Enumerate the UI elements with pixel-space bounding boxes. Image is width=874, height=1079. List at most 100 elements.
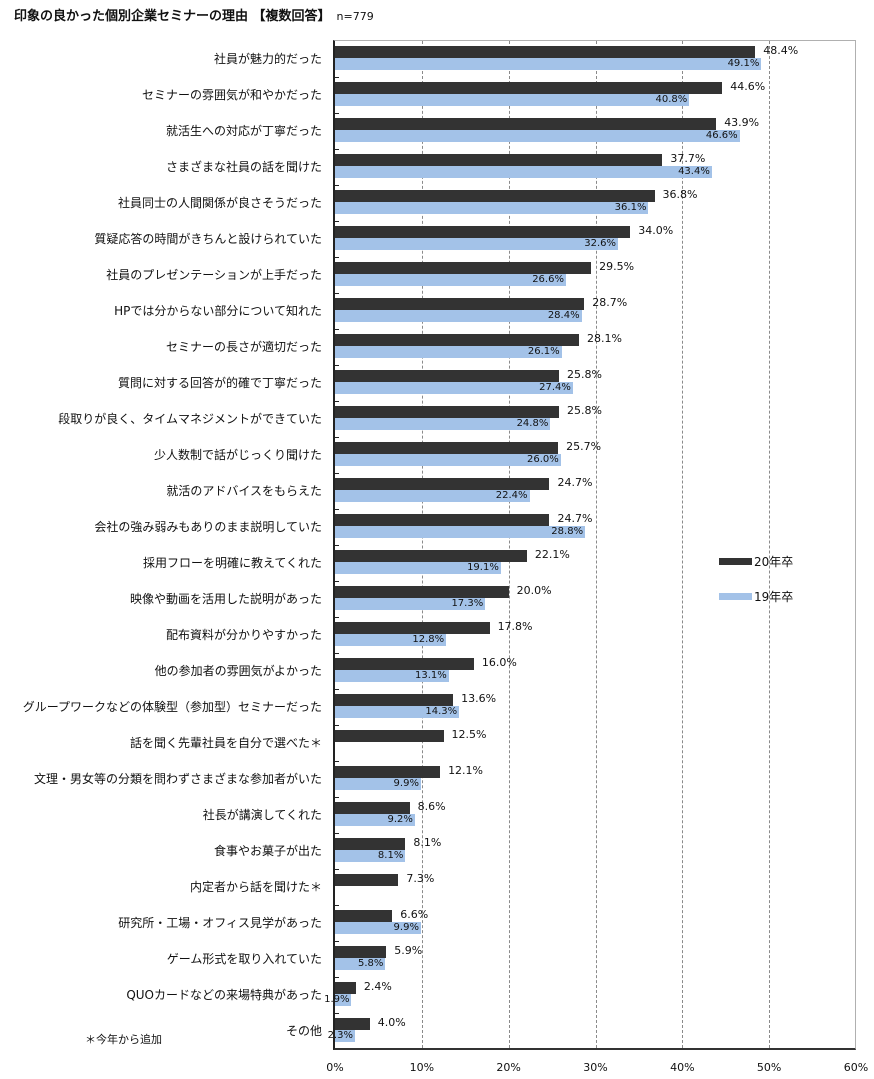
y-tick [335, 869, 339, 870]
category-label: ゲーム形式を取り入れていた [166, 952, 322, 966]
bar-group: 24.7% 22.4% [335, 473, 855, 509]
value-label-19: 26.6% [532, 274, 564, 285]
bar-group: 8.6% 9.2% [335, 797, 855, 833]
value-label-19: 17.3% [451, 598, 484, 609]
bar-20 [335, 226, 631, 238]
bar-group: 37.7% 43.4% [335, 149, 855, 185]
bar-20 [335, 46, 756, 58]
bar-20 [335, 1018, 370, 1030]
value-label-19: 12.8% [412, 634, 445, 645]
bar-19 [335, 706, 460, 718]
gridline [769, 41, 771, 1048]
bar-20 [335, 694, 454, 706]
value-label-20: 24.7% [557, 512, 593, 525]
bar-19 [335, 166, 712, 178]
category-label: 他の参加者の雰囲気がよかった [154, 664, 322, 678]
y-tick [335, 221, 339, 222]
bar-group: 12.5% [335, 725, 855, 761]
legend-item-20: 20年卒 [719, 544, 793, 579]
bar-20 [335, 406, 560, 418]
bar-19 [335, 454, 561, 466]
category-label: さまざまな社員の話を聞けた [165, 160, 322, 174]
value-label-19: 27.4% [539, 382, 571, 393]
gridline [595, 41, 597, 1048]
category-label: HPでは分からない部分について知れた [114, 304, 322, 318]
value-label-19: 32.6% [584, 238, 617, 249]
bar-group: 25.8% 27.4% [335, 365, 855, 401]
category-label: 少人数制で話がじっくり聞けた [153, 448, 322, 462]
bar-group: 48.4% 49.1% [335, 41, 855, 77]
bar-20 [335, 838, 406, 850]
chart-title: 印象の良かった個別企業セミナーの理由 【複数回答】 n=779 [14, 5, 374, 24]
legend: 20年卒 19年卒 [719, 544, 793, 614]
bar-20 [335, 442, 559, 454]
value-label-19: 36.1% [614, 202, 647, 213]
value-label-20: 20.0% [516, 584, 552, 597]
category-label: 食事やお菓子が出た [213, 844, 322, 858]
bar-group: 5.9% 5.8% [335, 941, 855, 977]
category-label: 社長が講演してくれた [202, 808, 322, 822]
value-label-20: 29.5% [599, 260, 635, 273]
category-label: 配布資料が分かりやすかった [165, 628, 322, 642]
bar-19 [335, 418, 551, 430]
footnote: ＊今年から追加 [85, 1033, 162, 1046]
category-label: 質疑応答の時間がきちんと設けられていた [94, 232, 322, 246]
bar-19 [335, 850, 406, 862]
bar-20 [335, 946, 387, 958]
y-tick [335, 437, 339, 438]
bar-group: 29.5% 26.6% [335, 257, 855, 293]
value-label-20: 28.1% [587, 332, 622, 345]
y-tick [335, 1013, 339, 1014]
bar-group: 22.1% 19.1% [335, 545, 855, 581]
value-label-19: 9.9% [393, 922, 419, 933]
category-label: 就活のアドバイスをもらえた [166, 484, 322, 498]
bar-group: 24.7% 28.8% [335, 509, 855, 545]
bar-20 [335, 658, 474, 670]
category-label: 段取りが良く、タイムマネジメントができていた [58, 412, 322, 426]
value-label-20: 8.1% [413, 836, 442, 849]
y-tick [335, 149, 339, 150]
bar-19 [335, 778, 421, 790]
bar-group: 28.7% 28.4% [335, 293, 855, 329]
value-label-20: 4.0% [377, 1016, 406, 1029]
category-label: 質問に対する回答が的確で丁寧だった [117, 376, 322, 390]
bar-group: 17.8% 12.8% [335, 617, 855, 653]
x-tick-label: 0% [326, 1061, 344, 1074]
bar-19 [335, 670, 449, 682]
bar-20 [335, 550, 527, 562]
bar-19 [335, 202, 649, 214]
bar-group: 12.1% 9.9% [335, 761, 855, 797]
category-label: 文理・男女等の分類を問わずさまざまな参加者がいた [33, 772, 322, 786]
bar-group: 34.0% 32.6% [335, 221, 855, 257]
bar-20 [335, 802, 410, 814]
value-label-20: 22.1% [534, 548, 570, 561]
bar-group: 4.0% 2.3% [328, 1013, 855, 1049]
bar-group: 13.6% 14.3% [335, 689, 855, 725]
value-label-20: 37.7% [670, 152, 706, 165]
bar-group: 43.9% 46.6% [335, 113, 855, 149]
y-tick [335, 329, 339, 330]
bar-19 [335, 382, 573, 394]
category-label: セミナーの長さが適切だった [165, 340, 322, 354]
value-label-19: 26.0% [526, 454, 559, 465]
y-tick [335, 689, 339, 690]
bar-20 [335, 982, 356, 994]
value-label-19: 9.2% [387, 814, 413, 825]
bar-group: 6.6% 9.9% [335, 905, 855, 941]
value-label-19: 26.1% [527, 346, 560, 357]
value-label-19: 19.1% [467, 562, 499, 573]
value-label-19: 49.1% [727, 58, 760, 69]
y-tick [335, 797, 339, 798]
bar-19 [335, 310, 582, 322]
value-label-20: 16.0% [481, 656, 517, 669]
value-label-20: 12.1% [448, 764, 484, 777]
bar-19 [335, 346, 562, 358]
bar-19 [335, 94, 690, 106]
category-label: QUOカードなどの来場特典があった [126, 988, 322, 1002]
bar-19 [335, 562, 501, 574]
legend-swatch-20 [719, 558, 752, 565]
y-tick [335, 257, 339, 258]
bar-20 [335, 478, 550, 490]
y-tick [335, 77, 339, 78]
chart-title-text: 印象の良かった個別企業セミナーの理由 【複数回答】 [14, 9, 331, 24]
